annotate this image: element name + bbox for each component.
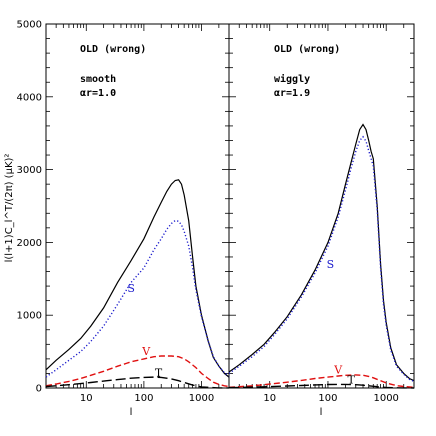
series-v-line <box>228 374 415 388</box>
panel-alpha: αr=1.9 <box>274 88 310 99</box>
series-s-line <box>45 219 230 378</box>
y-tick-label: 2000 <box>17 238 42 249</box>
panel-wiggly: 10 100 1000 SVT OLD (wrong) wiggly αr=1.9 … <box>228 23 415 418</box>
series-s-line <box>228 135 415 383</box>
y-tick-label: 3000 <box>17 165 42 176</box>
x-tick-label: 100 <box>134 393 153 404</box>
y-tick-label: 0 <box>36 384 42 395</box>
x-tick-label: 10 <box>263 393 276 404</box>
x-tick-label: 1000 <box>189 393 214 404</box>
series-group: S VT <box>228 123 415 389</box>
panel-frame <box>45 23 230 389</box>
ticks: 10 100 1000 0 1000 2000 3000 4000 5000 <box>17 20 230 404</box>
series-total-line <box>228 123 415 382</box>
series-v-line <box>45 355 230 388</box>
y-axis-title: l(l+1)C_l^T/(2π) (μK)² <box>4 154 15 263</box>
series-annotation: T <box>347 374 355 387</box>
panel-title: OLD (wrong) <box>80 44 146 55</box>
series-annotation: T <box>155 366 163 379</box>
series-annotation: V <box>141 345 151 358</box>
y-tick-label: 4000 <box>17 92 42 103</box>
y-tick-label: 5000 <box>17 20 42 31</box>
panel-subtitle: wiggly <box>274 73 310 85</box>
y-tick-label: 1000 <box>17 311 42 322</box>
x-tick-label: 100 <box>318 393 337 404</box>
x-tick-label: 10 <box>80 393 93 404</box>
series-annotation: V <box>333 363 343 376</box>
series-t-line <box>45 376 229 389</box>
series-annotation: S <box>327 258 335 271</box>
panel-title: OLD (wrong) <box>274 44 340 55</box>
panel-alpha: αr=1.0 <box>80 88 116 99</box>
x-axis-title: l <box>320 407 323 418</box>
x-tick-label: 1000 <box>373 393 398 404</box>
panel-frame <box>228 23 415 389</box>
panel-subtitle: smooth <box>80 74 116 85</box>
series-t-line <box>228 383 415 389</box>
series-total-line <box>45 179 230 378</box>
series-group: S VT <box>45 179 230 389</box>
x-axis-title: l <box>130 407 133 418</box>
ticks: 10 100 1000 <box>228 23 415 404</box>
series-annotation: S <box>127 282 135 295</box>
panel-smooth: 10 100 1000 0 1000 2000 3000 4000 5000 S VT OLD (… <box>17 20 230 418</box>
